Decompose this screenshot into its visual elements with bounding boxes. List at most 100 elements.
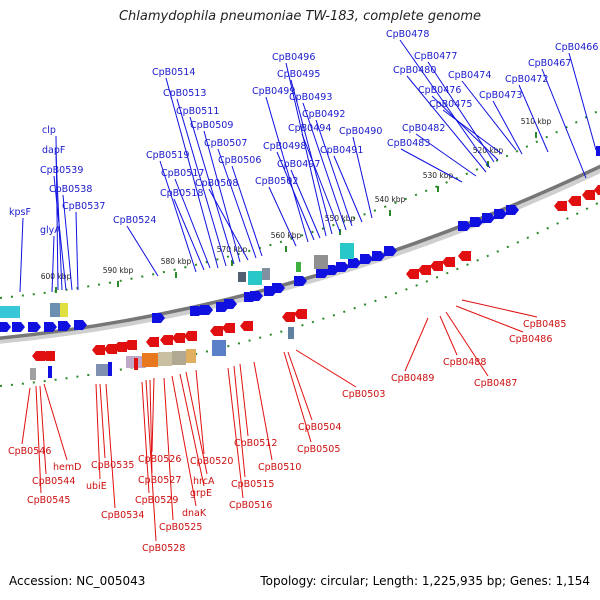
reverse-gene-leader: [461, 299, 538, 318]
reverse-gene-label: grpE: [190, 488, 212, 499]
forward-gene-arrow: [506, 205, 519, 215]
reverse-gene-label: CpB0503: [342, 389, 385, 400]
tick-label: 570 kbp: [217, 245, 248, 254]
feature-box: [108, 362, 112, 376]
reverse-gene-arrow: [146, 337, 159, 347]
tick-label: 560 kbp: [271, 231, 302, 240]
forward-gene-label: CpB0478: [386, 29, 429, 40]
reverse-gene-arrow: [240, 321, 253, 331]
tick-mark: [231, 260, 233, 266]
reverse-gene-arrow: [294, 309, 307, 319]
reverse-gene-arrow: [172, 333, 185, 343]
forward-gene-labels: CpB0466 CpB0467 CpB0472 CpB0473 CpB0474 CpB04…: [9, 29, 598, 293]
map-title: Chlamydophila pneumoniae TW-183, complet…: [118, 9, 482, 24]
reverse-gene-label: CpB0489: [391, 373, 434, 384]
feature-box: [186, 349, 196, 363]
forward-gene-arrow: [360, 254, 373, 264]
feature-box: [238, 272, 246, 282]
forward-gene-arrow: [58, 321, 71, 331]
forward-gene-leader: [399, 39, 491, 169]
forward-gene-label: CpB0508: [195, 178, 238, 189]
reverse-gene-arrow: [160, 335, 173, 345]
forward-gene-label: clp: [42, 125, 56, 136]
forward-gene-label: CpB0509: [190, 120, 233, 131]
forward-gene-label: CpB0498: [263, 141, 306, 152]
forward-gene-leader: [492, 100, 523, 155]
forward-gene-arrow: [336, 262, 349, 272]
forward-gene-leader: [400, 148, 463, 183]
reverse-gene-label: CpB0534: [101, 510, 144, 521]
reverse-gene-label: CpB0546: [8, 446, 51, 457]
forward-gene-leader: [290, 169, 321, 239]
reverse-gene-leader: [295, 349, 357, 388]
reverse-gene-label: CpB0510: [258, 462, 301, 473]
reverse-gene-label: dnaK: [182, 508, 207, 519]
reverse-gene-leader: [455, 305, 524, 333]
reverse-gene-label: ubiE: [86, 481, 107, 492]
reverse-gene-label: CpB0488: [443, 357, 486, 368]
reverse-gene-leader: [145, 379, 157, 542]
reverse-gene-leader: [105, 383, 116, 509]
reverse-gene-arrow: [282, 312, 295, 322]
forward-gene-arrow: [272, 283, 285, 293]
reverse-gene-label: CpB0526: [138, 454, 181, 465]
forward-gene-label: CpB0492: [302, 109, 345, 120]
forward-gene-leader: [268, 186, 297, 247]
forward-gene-label: CpB0472: [505, 74, 548, 85]
feature-box: [134, 358, 138, 370]
forward-gene-leader: [541, 68, 587, 179]
feature-box: [0, 306, 20, 318]
forward-gene-leader: [265, 96, 309, 243]
forward-gene-label: CpB0477: [414, 51, 457, 62]
forward-gene-label: CpB0513: [163, 88, 206, 99]
forward-gene-label: CpB0514: [152, 67, 195, 78]
reverse-gene-leader: [445, 311, 489, 377]
forward-gene-label: CpB0494: [288, 123, 331, 134]
forward-gene-arrow: [250, 291, 263, 301]
reverse-gene-label: CpB0485: [523, 319, 566, 330]
reverse-gene-label: CpB0528: [142, 543, 185, 554]
forward-gene-label: CpB0490: [339, 126, 382, 137]
forward-gene-leader: [231, 165, 263, 257]
forward-gene-label: CpB0482: [402, 123, 445, 134]
forward-gene-leader: [173, 198, 205, 271]
reverse-gene-leader: [99, 383, 106, 459]
forward-gene-label: CpB0538: [49, 184, 92, 195]
forward-gene-arrow: [200, 305, 213, 315]
reverse-gene-leader: [253, 361, 273, 461]
forward-gene-leader: [315, 119, 353, 227]
forward-gene-leader: [176, 98, 227, 267]
reverse-gene-arrow: [114, 342, 127, 352]
reverse-gene-leader: [185, 371, 208, 475]
tick-label: 530 kbp: [423, 171, 454, 180]
forward-gene-label: CpB0476: [418, 85, 461, 96]
tick-label: 540 kbp: [375, 195, 406, 204]
reverse-gene-leader: [163, 377, 174, 521]
reverse-gene-leader: [233, 365, 246, 478]
forward-gene-leader: [19, 217, 24, 293]
tick-label: 580 kbp: [161, 257, 192, 266]
feature-box: [60, 303, 68, 317]
accession-label: Accession: NC_005043: [9, 574, 146, 588]
forward-gene-label: glyA: [40, 225, 61, 236]
forward-gene-arrow: [294, 276, 307, 286]
tick-label: 600 kbp: [41, 272, 72, 281]
summary-label: Topology: circular; Length: 1,225,935 bp…: [260, 574, 590, 588]
forward-gene-label: CpB0519: [146, 150, 189, 161]
forward-gene-label: CpB0493: [289, 92, 332, 103]
feature-box: [340, 243, 354, 259]
forward-strand-genes: [0, 146, 600, 332]
forward-gene-leader: [217, 148, 257, 259]
feature-box: [248, 271, 262, 285]
reverse-gene-label: hrcA: [193, 476, 215, 487]
forward-gene-label: CpB0496: [272, 52, 315, 63]
reverse-gene-leader: [21, 387, 31, 445]
feature-box: [30, 368, 36, 380]
forward-gene-leader: [415, 133, 477, 177]
forward-gene-label: dapF: [42, 145, 65, 156]
reverse-gene-leader: [404, 317, 429, 372]
reverse-gene-arrow: [92, 345, 105, 355]
